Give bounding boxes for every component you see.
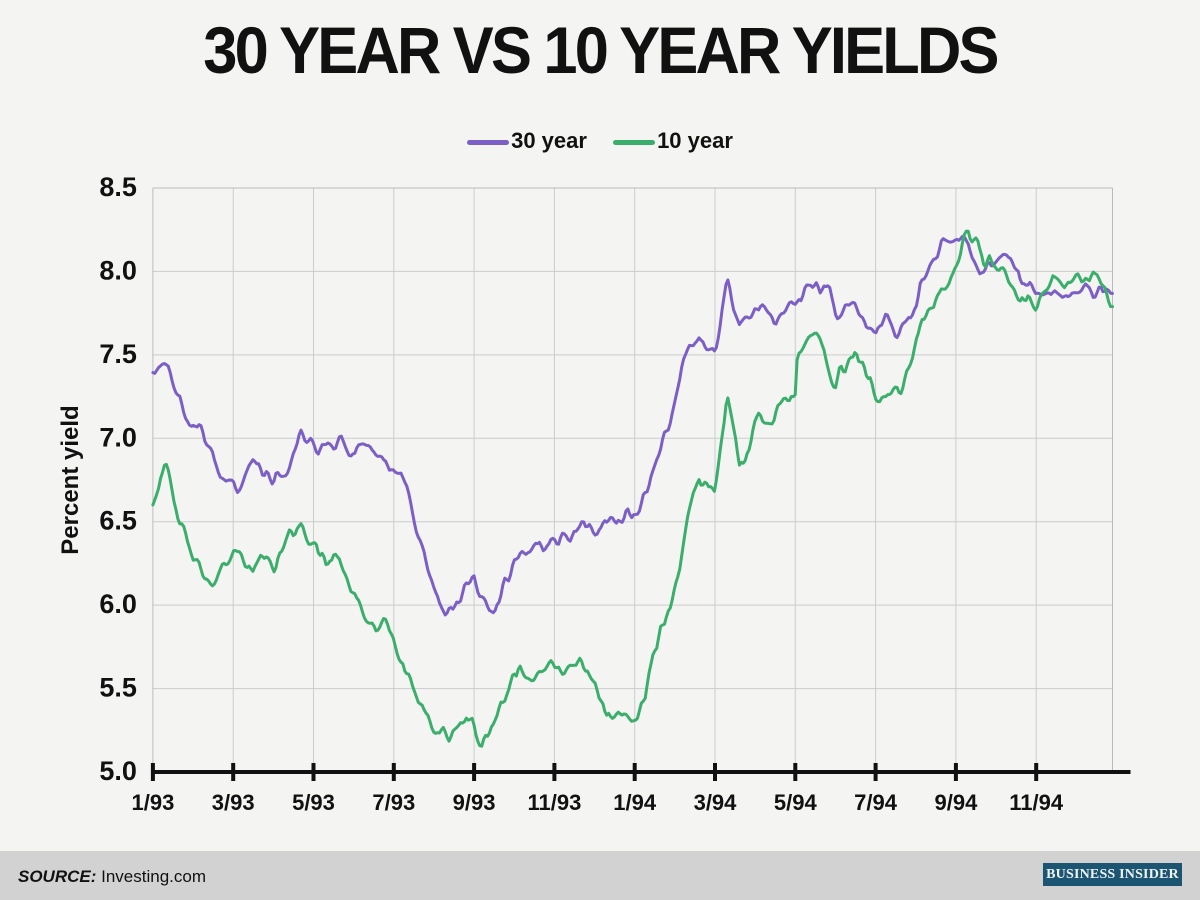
- svg-text:Percent yield: Percent yield: [57, 405, 84, 554]
- svg-text:3/93: 3/93: [212, 790, 255, 815]
- svg-text:8.5: 8.5: [99, 172, 137, 202]
- svg-text:6.0: 6.0: [99, 589, 137, 619]
- svg-text:11/93: 11/93: [527, 790, 581, 815]
- svg-text:7.5: 7.5: [99, 339, 137, 369]
- svg-text:5.5: 5.5: [99, 673, 137, 703]
- svg-text:9/94: 9/94: [934, 790, 978, 815]
- svg-text:7/94: 7/94: [854, 790, 898, 815]
- svg-text:8.0: 8.0: [99, 255, 137, 285]
- svg-text:7/93: 7/93: [372, 790, 415, 815]
- svg-text:1/94: 1/94: [613, 790, 657, 815]
- svg-text:5/94: 5/94: [774, 790, 818, 815]
- svg-text:5/93: 5/93: [292, 790, 335, 815]
- svg-text:3/94: 3/94: [694, 790, 738, 815]
- svg-text:7.0: 7.0: [99, 422, 137, 452]
- svg-text:6.5: 6.5: [99, 506, 137, 536]
- svg-text:9/93: 9/93: [453, 790, 496, 815]
- svg-text:11/94: 11/94: [1009, 790, 1064, 815]
- svg-text:5.0: 5.0: [99, 756, 137, 786]
- svg-text:1/93: 1/93: [131, 790, 174, 815]
